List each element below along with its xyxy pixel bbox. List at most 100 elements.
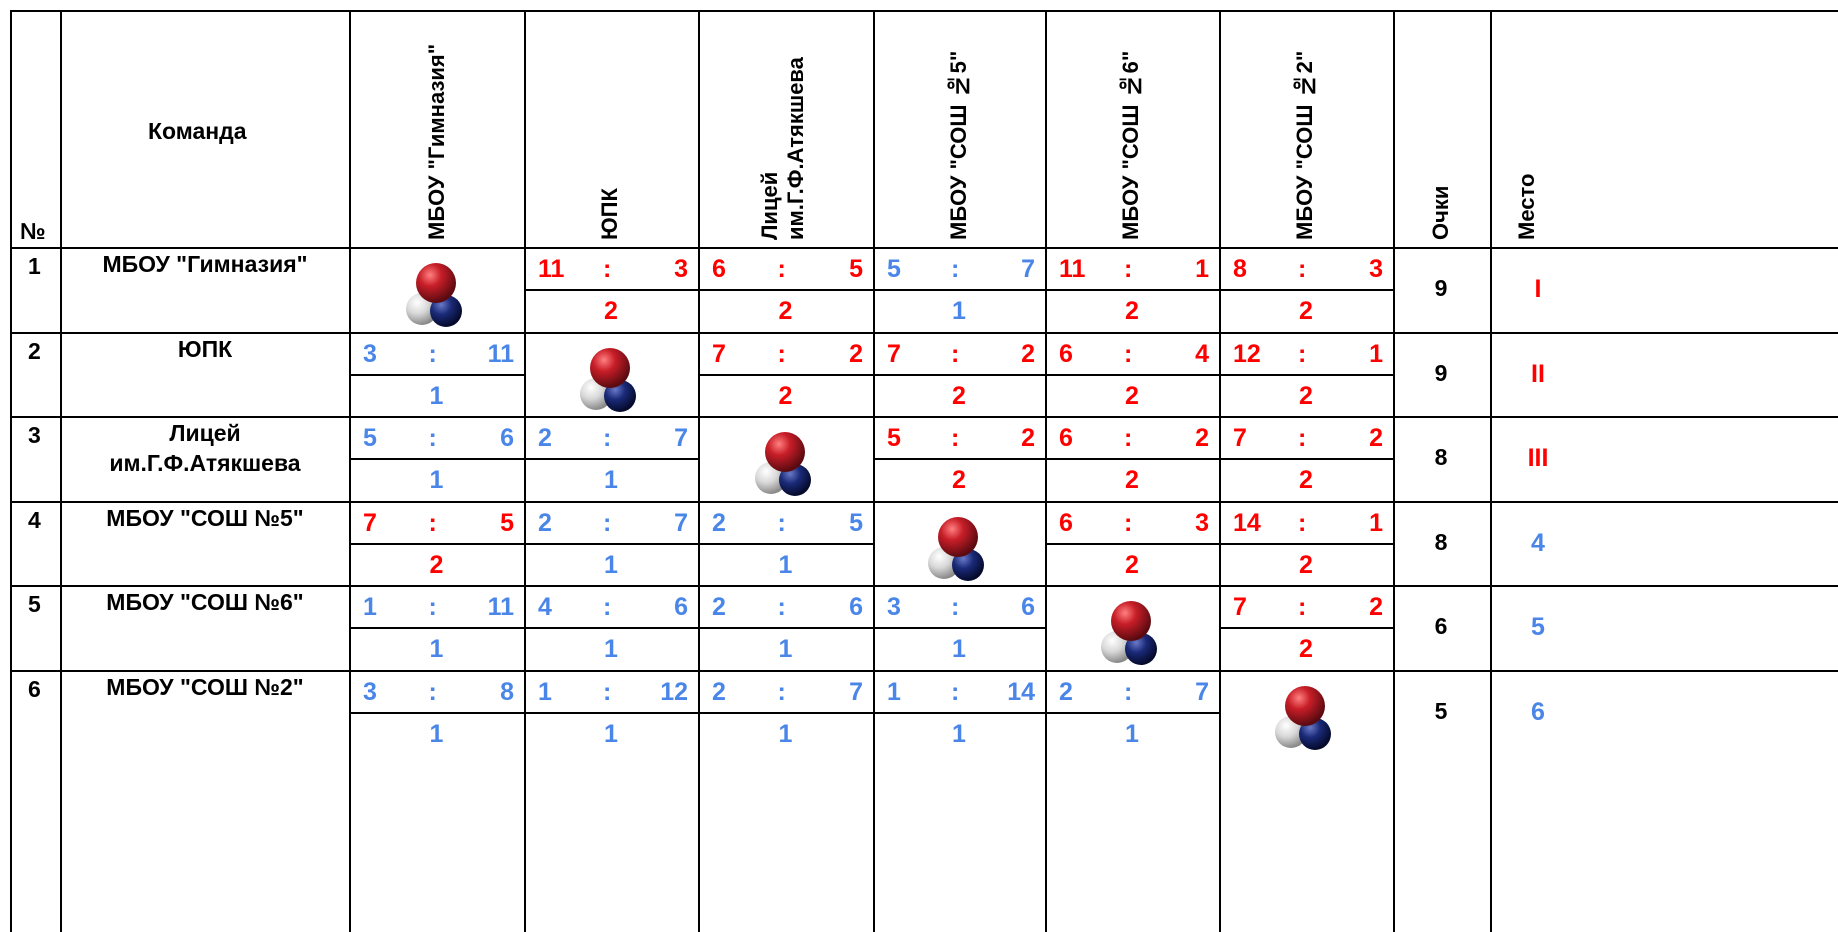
score-left: 7 — [1233, 593, 1247, 622]
match-points: 2 — [524, 297, 698, 326]
score-right: 2 — [1337, 593, 1383, 622]
score-left: 2 — [712, 593, 726, 622]
score-right: 3 — [1337, 255, 1383, 284]
score-left: 6 — [1059, 509, 1073, 538]
score-right: 1 — [1163, 255, 1209, 284]
score-separator: : — [951, 678, 959, 707]
score-left: 1 — [538, 678, 552, 707]
score-right: 6 — [642, 593, 688, 622]
header-team: Команда — [148, 118, 247, 145]
score-separator: : — [778, 593, 786, 622]
score-divider — [349, 458, 524, 460]
header-num: № — [20, 218, 46, 245]
match-points: 2 — [1219, 382, 1393, 411]
match-points: 2 — [1219, 635, 1393, 664]
grid-vline — [1393, 10, 1395, 932]
match-points: 2 — [1219, 551, 1393, 580]
row-number: 5 — [28, 591, 41, 618]
score-right: 5 — [817, 255, 863, 284]
match-points: 2 — [698, 297, 873, 326]
total-points: 6 — [1401, 613, 1481, 640]
score-right: 4 — [1163, 340, 1209, 369]
team-name: МБОУ "Гимназия" — [62, 249, 348, 279]
score-divider — [873, 627, 1045, 629]
score-right: 1 — [1337, 340, 1383, 369]
score-right: 8 — [468, 678, 514, 707]
score-left: 7 — [1233, 424, 1247, 453]
score-divider — [349, 374, 524, 376]
score-left: 3 — [887, 593, 901, 622]
score-separator: : — [778, 509, 786, 538]
match-points: 2 — [873, 466, 1045, 495]
score-separator: : — [1124, 424, 1132, 453]
score-left: 7 — [887, 340, 901, 369]
total-points: 9 — [1401, 275, 1481, 302]
score-left: 3 — [363, 340, 377, 369]
match-points: 1 — [873, 720, 1045, 749]
team-name: МБОУ "СОШ №2" — [62, 672, 348, 702]
score-left: 2 — [538, 509, 552, 538]
score-separator: : — [603, 424, 611, 453]
match-points: 1 — [524, 466, 698, 495]
match-points: 2 — [1219, 297, 1393, 326]
score-separator: : — [1124, 678, 1132, 707]
score-right: 11 — [468, 593, 514, 622]
match-points: 2 — [1219, 466, 1393, 495]
score-left: 5 — [887, 255, 901, 284]
score-separator: : — [778, 678, 786, 707]
match-points: 1 — [524, 720, 698, 749]
score-right: 5 — [817, 509, 863, 538]
grid-vline — [10, 10, 12, 932]
score-divider — [349, 712, 524, 714]
score-divider — [1045, 374, 1219, 376]
score-right: 6 — [817, 593, 863, 622]
score-divider — [524, 543, 698, 545]
match-points: 2 — [1045, 551, 1219, 580]
score-left: 2 — [538, 424, 552, 453]
match-points: 1 — [698, 635, 873, 664]
match-points: 1 — [1045, 720, 1219, 749]
grid-hline — [10, 10, 1838, 12]
match-points: 1 — [349, 720, 524, 749]
score-separator: : — [1124, 509, 1132, 538]
score-left: 3 — [363, 678, 377, 707]
header-opponent: МБОУ "СОШ №5" — [946, 12, 972, 240]
score-separator: : — [429, 424, 437, 453]
final-place: I — [1498, 275, 1578, 304]
score-divider — [873, 458, 1045, 460]
score-left: 2 — [712, 509, 726, 538]
score-left: 14 — [1233, 509, 1261, 538]
score-left: 6 — [1059, 424, 1073, 453]
score-left: 6 — [712, 255, 726, 284]
match-points: 2 — [698, 382, 873, 411]
match-points: 1 — [349, 382, 524, 411]
score-right: 7 — [989, 255, 1035, 284]
score-left: 6 — [1059, 340, 1073, 369]
score-right: 2 — [817, 340, 863, 369]
score-separator: : — [1124, 340, 1132, 369]
header-place: Место — [1514, 12, 1540, 240]
score-right: 6 — [468, 424, 514, 453]
score-separator: : — [1298, 255, 1306, 284]
score-right: 6 — [989, 593, 1035, 622]
score-right: 12 — [642, 678, 688, 707]
score-left: 5 — [887, 424, 901, 453]
grid-vline — [1490, 10, 1492, 932]
score-separator: : — [429, 509, 437, 538]
match-points: 2 — [873, 382, 1045, 411]
score-left: 5 — [363, 424, 377, 453]
team-name: ЮПК — [62, 334, 348, 364]
score-left: 11 — [538, 255, 564, 284]
score-separator: : — [1298, 340, 1306, 369]
score-divider — [349, 627, 524, 629]
score-right: 7 — [642, 424, 688, 453]
score-right: 2 — [1163, 424, 1209, 453]
final-place: 5 — [1498, 613, 1578, 642]
match-points: 2 — [349, 551, 524, 580]
row-number: 1 — [28, 253, 41, 280]
score-divider — [1219, 627, 1393, 629]
score-right: 14 — [989, 678, 1035, 707]
header-opponent: МБОУ "Гимназия" — [424, 12, 450, 240]
match-points: 1 — [349, 466, 524, 495]
